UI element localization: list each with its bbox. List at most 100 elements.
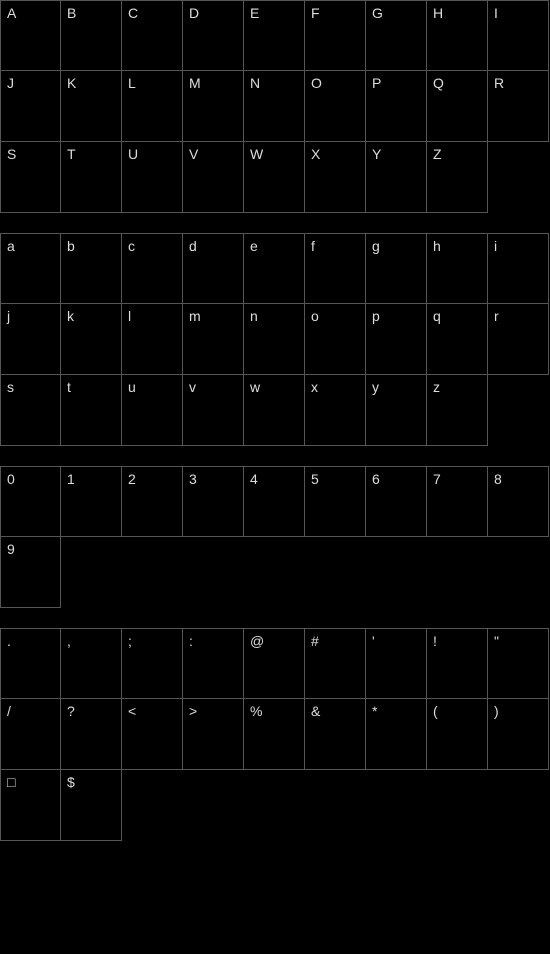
glyph-label: 6 <box>372 471 380 487</box>
glyph-cell: " <box>488 628 549 699</box>
glyph-cell: & <box>305 699 366 770</box>
glyph-label: g <box>372 238 380 254</box>
glyph-row: /?<>%&*() <box>0 699 550 770</box>
glyph-cell: 3 <box>183 466 244 537</box>
glyph-label: y <box>372 379 379 395</box>
glyph-cell: g <box>366 233 427 304</box>
glyph-label: % <box>250 703 262 719</box>
glyph-label: 9 <box>7 541 15 557</box>
glyph-label: , <box>67 633 71 649</box>
glyph-cell: @ <box>244 628 305 699</box>
glyph-cell: u <box>122 375 183 446</box>
glyph-cell: N <box>244 71 305 142</box>
glyph-cell: w <box>244 375 305 446</box>
glyph-cell <box>488 537 549 608</box>
glyph-cell: r <box>488 304 549 375</box>
glyph-label: : <box>189 633 193 649</box>
glyph-label: A <box>7 5 16 21</box>
glyph-cell: M <box>183 71 244 142</box>
glyph-cell: C <box>122 0 183 71</box>
glyph-label: B <box>67 5 76 21</box>
glyph-cell: l <box>122 304 183 375</box>
glyph-cell: F <box>305 0 366 71</box>
glyph-cell <box>305 770 366 841</box>
glyph-cell: □ <box>0 770 61 841</box>
glyph-label: X <box>311 146 320 162</box>
glyph-label: a <box>7 238 15 254</box>
glyph-cell: i <box>488 233 549 304</box>
glyph-cell: , <box>61 628 122 699</box>
glyph-label: b <box>67 238 75 254</box>
glyph-row: 9 <box>0 537 550 608</box>
glyph-label: j <box>7 308 10 324</box>
glyph-label: h <box>433 238 441 254</box>
glyph-cell <box>122 537 183 608</box>
glyph-label: C <box>128 5 138 21</box>
glyph-label: Q <box>433 75 444 91</box>
glyph-row: ABCDEFGHI <box>0 0 550 71</box>
glyph-cell <box>488 375 549 446</box>
glyph-label: p <box>372 308 380 324</box>
glyph-cell: 7 <box>427 466 488 537</box>
glyph-cell: h <box>427 233 488 304</box>
glyph-cell: # <box>305 628 366 699</box>
glyph-label: Z <box>433 146 442 162</box>
glyph-label: s <box>7 379 14 395</box>
glyph-cell: G <box>366 0 427 71</box>
glyph-label: G <box>372 5 383 21</box>
glyph-label: 7 <box>433 471 441 487</box>
glyph-label: K <box>67 75 76 91</box>
glyph-cell <box>366 770 427 841</box>
glyph-cell: 2 <box>122 466 183 537</box>
glyph-label: Y <box>372 146 381 162</box>
glyph-label: w <box>250 379 260 395</box>
glyph-label: I <box>494 5 498 21</box>
glyph-cell: ) <box>488 699 549 770</box>
glyph-cell: 0 <box>0 466 61 537</box>
glyph-label: V <box>189 146 198 162</box>
glyph-label: d <box>189 238 197 254</box>
glyph-label: ) <box>494 703 499 719</box>
glyph-label: 5 <box>311 471 319 487</box>
glyph-label: ! <box>433 633 437 649</box>
glyph-cell <box>488 770 549 841</box>
glyph-row: 012345678 <box>0 466 550 537</box>
glyph-cell: p <box>366 304 427 375</box>
glyph-cell: 4 <box>244 466 305 537</box>
glyph-cell: > <box>183 699 244 770</box>
glyph-label: ? <box>67 703 75 719</box>
font-character-map: ABCDEFGHIJKLMNOPQRSTUVWXYZabcdefghijklmn… <box>0 0 550 841</box>
glyph-label: l <box>128 308 131 324</box>
glyph-cell: I <box>488 0 549 71</box>
glyph-label: m <box>189 308 201 324</box>
glyph-cell: $ <box>61 770 122 841</box>
glyph-row: .,;:@#'!" <box>0 628 550 699</box>
glyph-block-symbols: .,;:@#'!"/?<>%&*()□$ <box>0 628 550 841</box>
glyph-cell <box>427 770 488 841</box>
glyph-cell: m <box>183 304 244 375</box>
glyph-cell <box>244 537 305 608</box>
glyph-row: □$ <box>0 770 550 841</box>
glyph-label: ; <box>128 633 132 649</box>
glyph-label: * <box>372 703 377 719</box>
glyph-cell: A <box>0 0 61 71</box>
glyph-label: S <box>7 146 16 162</box>
glyph-label: N <box>250 75 260 91</box>
glyph-cell <box>183 537 244 608</box>
glyph-cell: K <box>61 71 122 142</box>
glyph-cell: ( <box>427 699 488 770</box>
glyph-label: U <box>128 146 138 162</box>
glyph-label: E <box>250 5 259 21</box>
glyph-label: D <box>189 5 199 21</box>
glyph-cell: q <box>427 304 488 375</box>
glyph-label: r <box>494 308 499 324</box>
glyph-cell: ; <box>122 628 183 699</box>
glyph-cell <box>61 537 122 608</box>
glyph-label: x <box>311 379 318 395</box>
glyph-label: L <box>128 75 136 91</box>
glyph-label: P <box>372 75 381 91</box>
glyph-cell: 1 <box>61 466 122 537</box>
glyph-label: ( <box>433 703 438 719</box>
glyph-cell <box>244 770 305 841</box>
glyph-cell: Z <box>427 142 488 213</box>
